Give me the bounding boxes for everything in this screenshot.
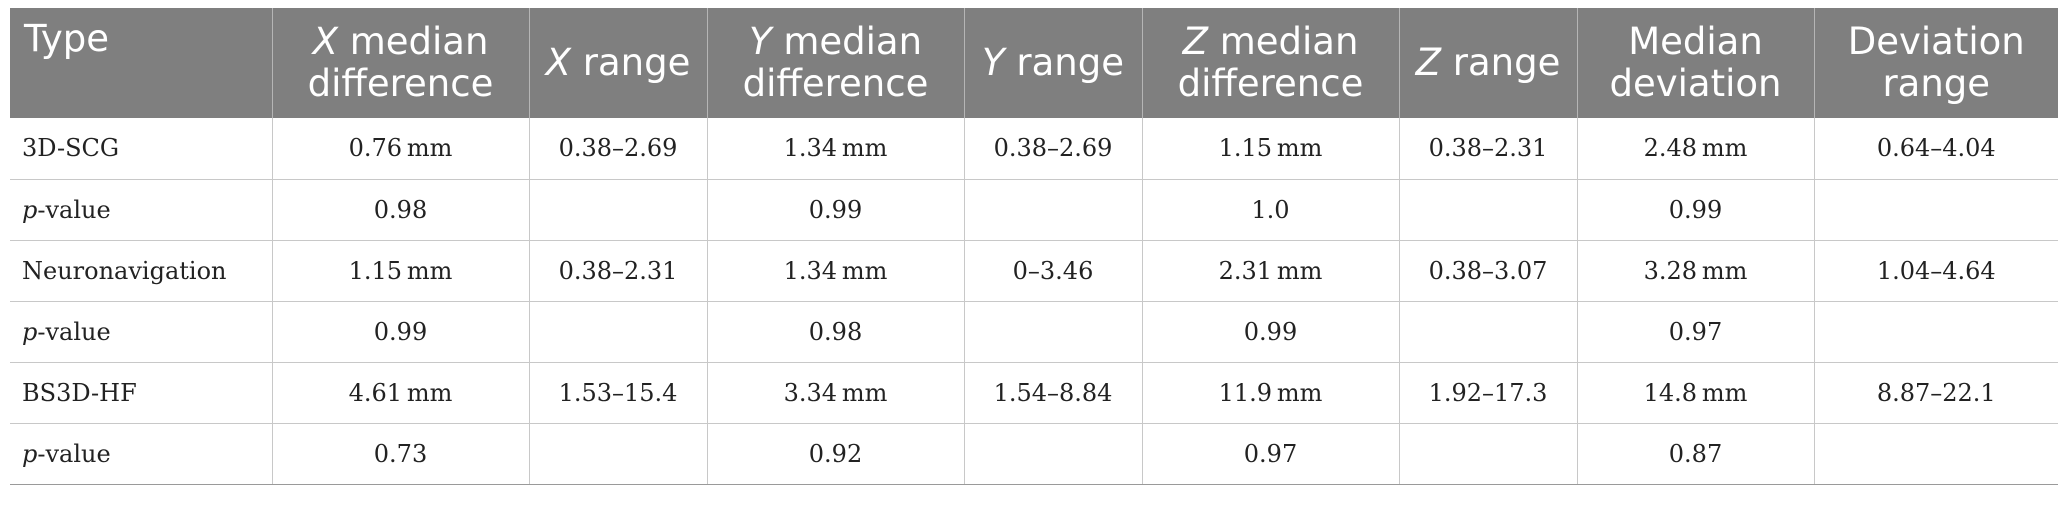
table-cell: 0.76 mm [272, 118, 530, 180]
header-axis-letter: X [312, 20, 338, 63]
table-cell: 0.98 [272, 179, 530, 241]
table-cell [1814, 301, 2058, 363]
table-cell: 0.38–2.69 [964, 118, 1143, 180]
table-cell [1814, 179, 2058, 241]
header-text: range [1441, 41, 1561, 84]
table-cell: 4.61 mm [272, 362, 530, 424]
comparison-table: Type X median difference X range Y median d… [10, 8, 2058, 485]
header-text: range [571, 41, 691, 84]
row-label: p-value [10, 301, 273, 363]
row-label-italic: p [22, 439, 38, 468]
table-cell: 0.97 [1577, 301, 1815, 363]
table-cell: 0.99 [1142, 301, 1400, 363]
row-label-italic: p [22, 317, 38, 346]
header-axis-letter: Y [982, 41, 1005, 84]
table-cell: 0.99 [272, 301, 530, 363]
table-cell [964, 301, 1143, 363]
table-cell: 0.38–2.31 [529, 240, 708, 302]
table-cell [1399, 179, 1578, 241]
table-cell [964, 179, 1143, 241]
header-axis-letter: Z [1415, 41, 1441, 84]
table-row: BS3D-HF 4.61 mm 1.53–15.4 3.34 mm 1.54–8.84 1… [10, 362, 2058, 424]
header-row: Type X median difference X range Y median d… [10, 8, 2058, 118]
column-header-7: Median deviation [1577, 8, 1815, 118]
table-cell [529, 301, 708, 363]
header-text: Deviation range [1847, 20, 2025, 105]
table-cell: 1.53–15.4 [529, 362, 708, 424]
table-row: 3D-SCG 0.76 mm 0.38–2.69 1.34 mm 0.38–2.69 1.… [10, 118, 2058, 180]
header-text: range [1004, 41, 1124, 84]
table-body: 3D-SCG 0.76 mm 0.38–2.69 1.34 mm 0.38–2.69 1.… [10, 118, 2058, 485]
table-cell [1399, 423, 1578, 485]
header-axis-letter: X [545, 41, 571, 84]
table-cell: 0.87 [1577, 423, 1815, 485]
table-cell: 14.8 mm [1577, 362, 1815, 424]
row-label-text: -value [37, 439, 111, 468]
table-cell: 0.64–4.04 [1814, 118, 2058, 180]
column-header-2: X range [529, 8, 708, 118]
table-cell: 2.48 mm [1577, 118, 1815, 180]
header-axis-letter: Y [748, 20, 772, 63]
table-cell [1814, 423, 2058, 485]
data-table-container: Type X median difference X range Y median d… [10, 8, 2058, 485]
table-cell: 3.28 mm [1577, 240, 1815, 302]
column-header-1: X median difference [272, 8, 530, 118]
table-cell: 0–3.46 [964, 240, 1143, 302]
table-cell: 0.38–2.31 [1399, 118, 1578, 180]
table-cell: 0.98 [707, 301, 965, 363]
row-label-text: BS3D-HF [22, 378, 137, 407]
header-text: median difference [307, 20, 494, 105]
table-cell: 1.15 mm [272, 240, 530, 302]
column-header-8: Deviation range [1814, 8, 2058, 118]
header-text: median difference [1177, 20, 1364, 105]
row-label: 3D-SCG [10, 118, 273, 180]
table-cell: 0.99 [1577, 179, 1815, 241]
table-cell: 11.9 mm [1142, 362, 1400, 424]
table-cell: 1.0 [1142, 179, 1400, 241]
row-label-italic: p [22, 195, 38, 224]
table-cell: 0.38–3.07 [1399, 240, 1578, 302]
table-cell: 2.31 mm [1142, 240, 1400, 302]
row-label-text: Neuronavigation [22, 256, 227, 285]
header-text: Type [24, 17, 109, 60]
table-row: Neuronavigation 1.15 mm 0.38–2.31 1.34 mm 0–… [10, 240, 2058, 302]
column-header-0: Type [10, 8, 273, 118]
table-row: p-value 0.73 0.92 0.97 0.87 [10, 423, 2058, 485]
column-header-3: Y median difference [707, 8, 965, 118]
row-label-text: 3D-SCG [22, 134, 120, 163]
column-header-6: Z range [1399, 8, 1578, 118]
table-row: p-value 0.99 0.98 0.99 0.97 [10, 301, 2058, 363]
header-text: Median deviation [1609, 20, 1782, 105]
table-cell: 0.97 [1142, 423, 1400, 485]
table-cell: 0.38–2.69 [529, 118, 708, 180]
table-cell: 1.04–4.64 [1814, 240, 2058, 302]
column-header-5: Z median difference [1142, 8, 1400, 118]
table-cell: 3.34 mm [707, 362, 965, 424]
table-cell [529, 423, 708, 485]
row-label: Neuronavigation [10, 240, 273, 302]
header-text: median difference [742, 20, 929, 105]
table-cell: 0.73 [272, 423, 530, 485]
table-cell [1399, 301, 1578, 363]
header-axis-letter: Z [1182, 20, 1208, 63]
table-cell [964, 423, 1143, 485]
table-header: Type X median difference X range Y median d… [10, 8, 2058, 118]
table-cell: 1.54–8.84 [964, 362, 1143, 424]
table-cell: 1.92–17.3 [1399, 362, 1578, 424]
column-header-4: Y range [964, 8, 1143, 118]
table-row: p-value 0.98 0.99 1.0 0.99 [10, 179, 2058, 241]
row-label-text: -value [37, 195, 111, 224]
row-label: p-value [10, 423, 273, 485]
row-label-text: -value [37, 317, 111, 346]
table-cell: 1.34 mm [707, 118, 965, 180]
table-cell: 8.87–22.1 [1814, 362, 2058, 424]
table-cell [529, 179, 708, 241]
table-cell: 0.92 [707, 423, 965, 485]
row-label: BS3D-HF [10, 362, 273, 424]
table-cell: 1.34 mm [707, 240, 965, 302]
table-cell: 1.15 mm [1142, 118, 1400, 180]
table-cell: 0.99 [707, 179, 965, 241]
row-label: p-value [10, 179, 273, 241]
